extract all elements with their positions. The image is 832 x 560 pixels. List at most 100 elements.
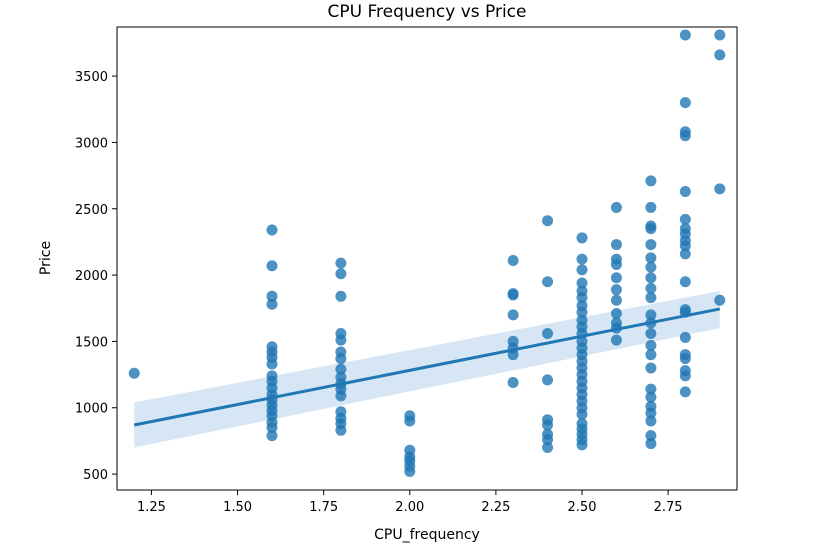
- x-tick-label: 1.25: [137, 500, 166, 515]
- data-point: [645, 175, 657, 187]
- y-tick-label: 1500: [75, 335, 108, 350]
- data-point: [645, 362, 657, 374]
- data-point: [610, 258, 622, 270]
- data-point: [335, 363, 347, 375]
- x-tick-label: 1.75: [309, 500, 338, 515]
- data-point: [679, 276, 691, 288]
- data-point: [507, 309, 519, 321]
- data-point: [542, 215, 554, 227]
- data-point: [645, 309, 657, 321]
- data-point: [610, 334, 622, 346]
- x-axis-ticks: 1.25 1.50 1.75 2.00 2.25 2.50 2.75: [137, 490, 683, 515]
- x-tick-label: 2.75: [654, 500, 683, 515]
- y-tick-label: 500: [83, 468, 108, 483]
- data-point: [679, 186, 691, 198]
- data-point: [645, 282, 657, 294]
- data-point: [645, 430, 657, 442]
- data-point: [542, 442, 554, 454]
- data-point: [542, 374, 554, 386]
- data-point: [335, 424, 347, 436]
- data-point: [714, 294, 726, 306]
- data-point: [645, 383, 657, 395]
- data-point: [266, 224, 278, 236]
- y-axis-label: Price: [38, 241, 54, 275]
- y-tick-label: 2500: [75, 203, 108, 218]
- data-point: [576, 253, 588, 265]
- x-axis-label: CPU_frequency: [374, 527, 480, 543]
- data-point: [679, 130, 691, 142]
- data-point: [714, 49, 726, 61]
- data-point: [542, 276, 554, 288]
- data-point: [576, 264, 588, 276]
- data-point: [679, 248, 691, 260]
- y-axis-ticks: 500 1000 1500 2000 2500 3000 3500: [75, 70, 117, 483]
- confidence-band: [134, 291, 720, 448]
- regression-line-layer: [133, 307, 721, 427]
- data-point: [576, 277, 588, 289]
- data-point: [335, 257, 347, 269]
- data-point: [610, 284, 622, 296]
- data-point: [645, 201, 657, 213]
- data-point: [679, 386, 691, 398]
- data-point: [576, 232, 588, 244]
- data-point: [576, 306, 588, 318]
- data-point: [335, 268, 347, 280]
- data-point: [266, 298, 278, 310]
- y-tick-label: 2000: [75, 269, 108, 284]
- data-point: [266, 290, 278, 302]
- x-tick-label: 2.00: [395, 500, 424, 515]
- data-point: [714, 183, 726, 195]
- data-point: [645, 272, 657, 284]
- data-point: [679, 240, 691, 252]
- data-point: [645, 339, 657, 351]
- data-point: [610, 308, 622, 320]
- data-point: [542, 434, 554, 446]
- data-point: [335, 334, 347, 346]
- data-point: [335, 353, 347, 365]
- data-point: [610, 239, 622, 251]
- data-point: [610, 272, 622, 284]
- data-point: [266, 260, 278, 272]
- data-point: [576, 408, 588, 420]
- data-point: [645, 391, 657, 403]
- data-point: [714, 29, 726, 41]
- data-point: [404, 415, 416, 427]
- plot-frame: [116, 26, 738, 491]
- data-point: [645, 349, 657, 361]
- data-point: [645, 292, 657, 304]
- data-point: [645, 327, 657, 339]
- points-layer: [128, 29, 726, 477]
- y-tick-label: 3500: [75, 70, 108, 85]
- data-point: [335, 390, 347, 402]
- data-point: [266, 358, 278, 370]
- data-point: [679, 331, 691, 343]
- data-point: [645, 239, 657, 251]
- data-point: [645, 223, 657, 235]
- data-point: [679, 29, 691, 41]
- regression-line: [133, 307, 721, 427]
- data-point: [645, 438, 657, 450]
- data-point: [507, 377, 519, 389]
- data-point: [645, 407, 657, 419]
- data-point: [645, 261, 657, 273]
- data-point: [507, 254, 519, 266]
- data-point: [507, 289, 519, 301]
- data-point: [335, 290, 347, 302]
- data-point: [266, 430, 278, 442]
- data-point: [404, 465, 416, 477]
- x-tick-label: 1.50: [223, 500, 252, 515]
- data-point: [679, 97, 691, 109]
- y-tick-label: 1000: [75, 402, 108, 417]
- data-point: [610, 294, 622, 306]
- data-point: [266, 422, 278, 434]
- x-tick-label: 2.25: [481, 500, 510, 515]
- data-point: [542, 327, 554, 339]
- data-point: [679, 353, 691, 365]
- y-tick-label: 3000: [75, 136, 108, 151]
- x-tick-label: 2.50: [568, 500, 597, 515]
- data-point: [679, 213, 691, 225]
- data-point: [610, 201, 622, 213]
- confidence-band-layer: [134, 291, 720, 448]
- chart-title: CPU Frequency vs Price: [328, 2, 527, 22]
